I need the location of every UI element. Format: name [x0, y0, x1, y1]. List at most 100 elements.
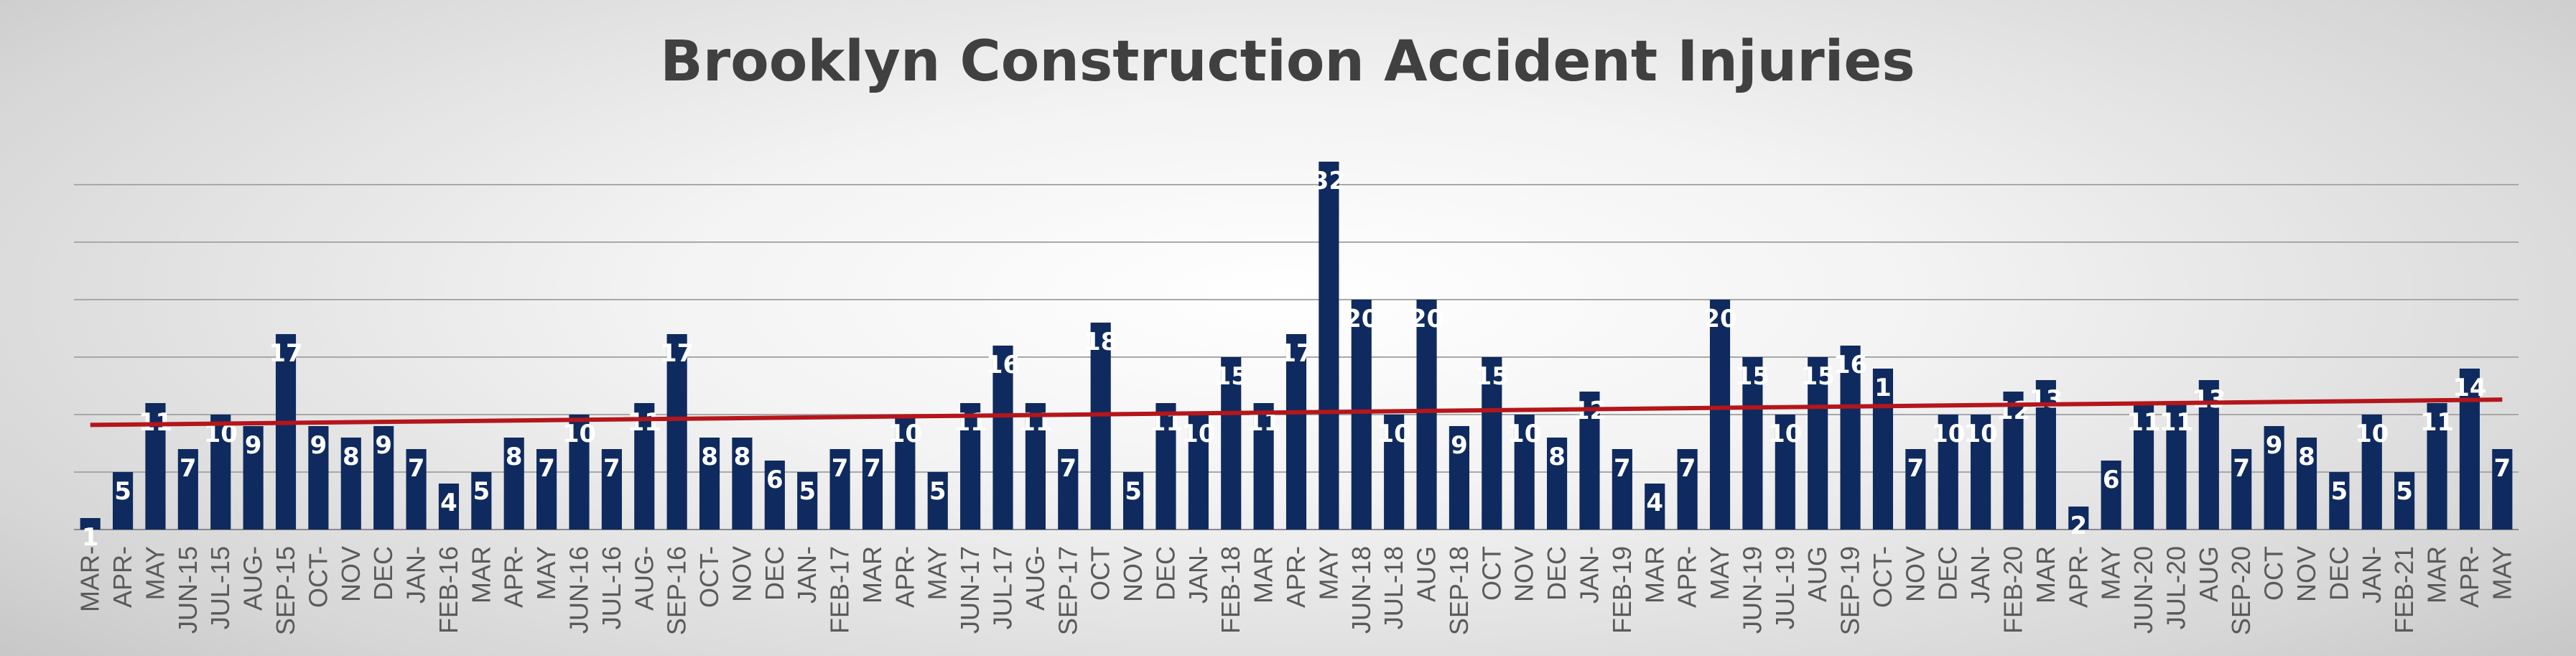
bar: [2264, 426, 2284, 530]
x-tick-label: AUG-: [1020, 546, 1050, 611]
x-tick-label: OCT-: [303, 546, 333, 608]
bar: [1025, 403, 1046, 530]
data-label: 10: [562, 420, 596, 448]
data-label: 7: [864, 454, 881, 483]
x-tick-label: DEC: [760, 546, 789, 601]
bar: [1971, 415, 1991, 530]
x-tick-label: AUG: [1412, 546, 1441, 602]
data-label: 7: [180, 454, 197, 483]
bar: [2361, 415, 2382, 530]
x-tick-label: MAY: [2487, 546, 2516, 600]
x-tick-label: SEP-15: [271, 546, 300, 635]
bar: [862, 449, 883, 530]
data-label: 20: [1344, 305, 1378, 333]
x-tick-label: APR-: [1281, 546, 1311, 608]
x-tick-label: SEP-18: [1444, 546, 1474, 635]
data-label: 17: [269, 339, 302, 368]
data-label: 5: [114, 477, 131, 506]
bar: [1482, 357, 1502, 530]
bar: [992, 346, 1013, 530]
data-label: 9: [245, 431, 262, 460]
data-label: 7: [2233, 454, 2250, 483]
x-tick-label: JAN-: [1184, 546, 1213, 604]
bar: [1840, 346, 1861, 530]
x-tick-label: SEP-19: [1836, 546, 1865, 635]
data-label: 17: [660, 339, 694, 368]
bar: [601, 449, 622, 530]
bar: [732, 438, 753, 530]
data-label: 9: [375, 431, 392, 460]
data-label: 9: [1451, 431, 1468, 460]
data-label: 6: [2103, 466, 2120, 494]
bar: [1122, 472, 1144, 530]
x-tick-label: JAN-: [401, 546, 431, 604]
data-label: 5: [1125, 477, 1142, 506]
x-tick-label: JUL-16: [597, 546, 626, 629]
data-label: 8: [701, 443, 718, 471]
bar: [1579, 392, 1600, 530]
bar: [2296, 438, 2317, 530]
x-tick-label: OCT-: [1868, 546, 1897, 608]
bar: [1058, 449, 1079, 530]
x-tick-label: NOV: [1118, 546, 1148, 602]
x-tick-label: NOV: [2292, 546, 2321, 602]
data-label: 20: [1703, 305, 1736, 333]
x-tick-label: AUG-: [629, 546, 659, 611]
x-tick-label: JAN-: [792, 546, 822, 604]
bar: [1384, 415, 1405, 530]
x-tick-label: MAY: [531, 546, 561, 600]
x-tick-label: MAR: [1640, 546, 1669, 604]
data-label: 15: [1736, 362, 1770, 391]
x-tick-label: OCT: [1086, 546, 1115, 601]
x-tick-label: JUN-18: [1347, 546, 1376, 634]
x-tick-label: SEP-16: [662, 546, 692, 635]
data-label: 10: [1931, 420, 1965, 448]
x-tick-label: DEC: [1150, 546, 1180, 601]
x-tick-label: MAR: [466, 546, 496, 604]
data-label: 7: [2493, 454, 2511, 483]
data-label: 13: [2192, 385, 2226, 414]
trendline: [90, 397, 2503, 428]
bar: [1709, 300, 1731, 530]
bar: [764, 461, 785, 530]
bar: [927, 472, 948, 530]
x-tick-label: APR-: [890, 546, 919, 608]
x-tick-label: APR-: [108, 546, 137, 608]
data-label: 5: [473, 477, 490, 506]
data-label: 1: [1874, 374, 1892, 402]
x-tick-label: DEC: [1542, 546, 1571, 601]
bar: [1645, 484, 1665, 530]
x-tick-label: NOV: [1900, 546, 1930, 602]
data-label: 15: [1214, 362, 1248, 391]
bar: [829, 449, 850, 530]
x-tick-label: NOV: [727, 546, 756, 602]
data-label: 4: [1646, 489, 1663, 517]
bar: [2492, 449, 2513, 530]
x-tick-label: FEB-20: [1999, 546, 2028, 634]
x-tick-label: MAY: [2096, 546, 2126, 600]
x-tick-label: APR-: [1673, 546, 1702, 608]
data-label: 20: [1410, 305, 1443, 333]
bar: [1905, 449, 1926, 530]
chart-title: Brooklyn Construction Accident Injuries: [660, 29, 1915, 94]
x-tick-label: MAY: [923, 546, 952, 600]
x-tick-label: MAY: [1705, 546, 1734, 600]
data-label: 11: [2126, 408, 2160, 437]
bar: [1612, 449, 1632, 530]
x-tick-label: FEB-19: [1607, 546, 1637, 634]
x-tick-label: JUN-19: [1737, 546, 1767, 634]
bar: [438, 484, 460, 530]
x-tick-label: JUL-18: [1379, 546, 1408, 629]
bar: [2329, 472, 2350, 530]
bar: [177, 449, 198, 530]
bars: [80, 162, 2513, 530]
bar: [666, 334, 687, 530]
data-label: 5: [929, 477, 947, 506]
data-label: 10: [1768, 420, 1802, 448]
bar: [895, 415, 916, 530]
bar: [1547, 438, 1568, 530]
bar: [2198, 380, 2219, 530]
bar: [308, 426, 329, 530]
data-label: 15: [1475, 362, 1509, 391]
